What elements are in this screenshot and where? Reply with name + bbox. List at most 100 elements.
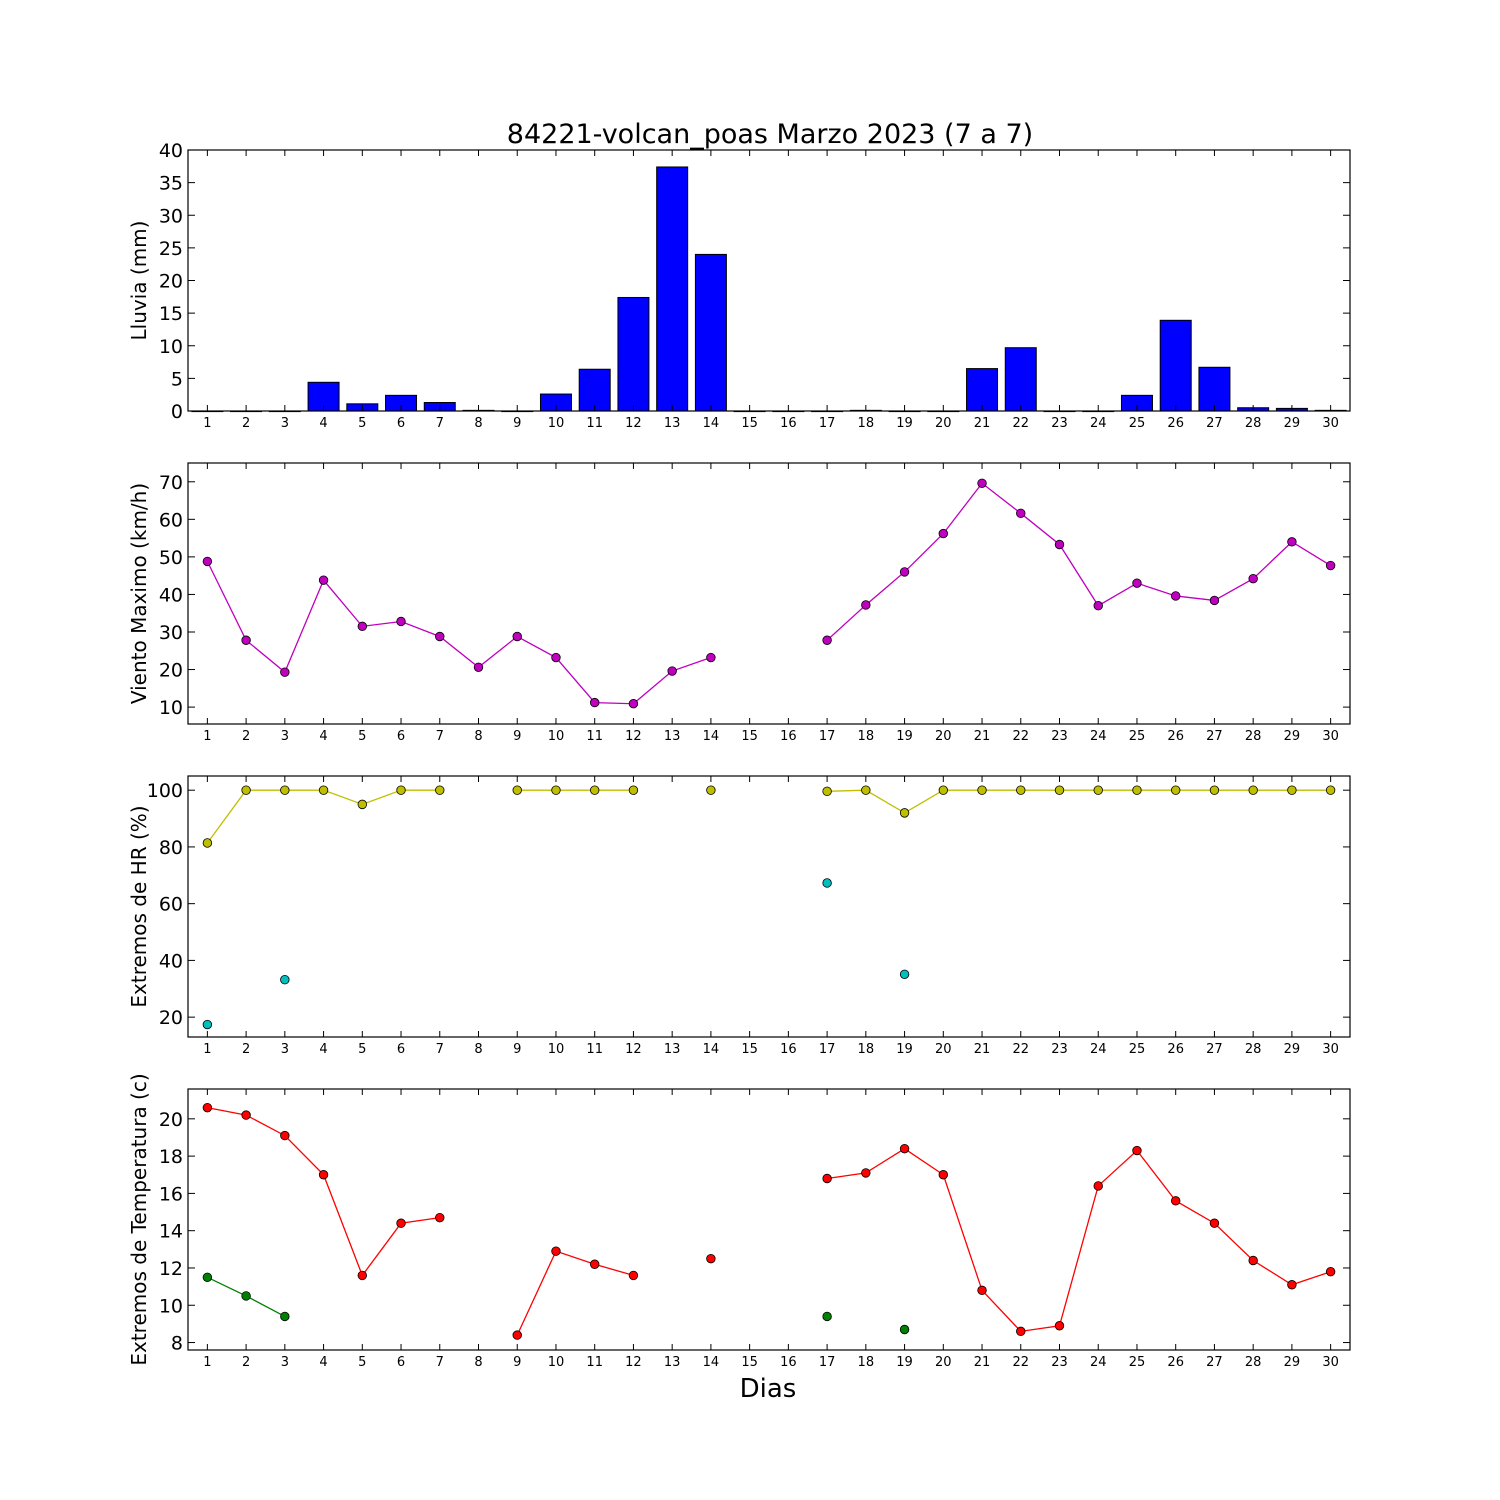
x-tick-label: 3	[281, 729, 289, 744]
x-tick-label: 3	[281, 1042, 289, 1057]
x-tick-label: 27	[1206, 1042, 1223, 1057]
series-1-point-day-17	[822, 786, 832, 797]
series-1-point-day-8	[473, 662, 484, 672]
y-tick-label: 40	[159, 950, 183, 972]
series-1-point-day-29	[1287, 1280, 1297, 1290]
series-1-point-day-20	[938, 785, 949, 795]
x-tick-label: 11	[586, 1042, 603, 1057]
y-tick-label: 30	[159, 205, 183, 227]
x-tick-label: 13	[664, 1355, 681, 1370]
series-1-point-day-28	[1248, 785, 1258, 795]
y-tick-label: 20	[159, 1109, 183, 1131]
plot-frame	[187, 462, 1351, 725]
x-tick-label: 4	[319, 729, 327, 744]
y-tick-label: 35	[159, 173, 183, 195]
x-tick-label: 24	[1090, 729, 1107, 744]
series-1-point-day-11	[590, 785, 600, 795]
series-1-point-day-10	[551, 652, 561, 663]
series-1-point-day-1	[202, 838, 213, 848]
x-tick-label: 17	[819, 416, 836, 431]
y-tick-label: 30	[159, 622, 183, 644]
y-tick-label: 8	[171, 1333, 183, 1355]
x-tick-label: 25	[1129, 416, 1146, 431]
series-1-point-day-11	[590, 697, 600, 708]
y-tick-label: 15	[159, 303, 183, 325]
x-tick-label: 6	[397, 1042, 405, 1057]
x-tick-label: 14	[703, 1042, 720, 1057]
bar-day-12	[617, 296, 650, 412]
x-tick-label: 25	[1129, 1042, 1146, 1057]
series-1-point-day-28	[1248, 573, 1258, 584]
series-2-point-day-17	[822, 1311, 832, 1322]
series-1-point-day-5	[357, 799, 368, 810]
series-1-point-day-3	[280, 785, 290, 795]
x-tick-label: 18	[858, 729, 875, 744]
x-tick-label: 9	[513, 729, 521, 744]
x-tick-label: 28	[1245, 1042, 1262, 1057]
x-tick-label: 30	[1322, 416, 1339, 431]
x-tick-label: 26	[1167, 1355, 1184, 1370]
x-tick-label: 16	[780, 1355, 797, 1370]
x-tick-label: 5	[358, 1355, 366, 1370]
y-tick-label: 40	[159, 140, 183, 162]
x-tick-label: 29	[1284, 416, 1301, 431]
y-tick-label: 80	[159, 837, 183, 859]
x-tick-label: 1	[203, 1042, 211, 1057]
series-1-point-day-22	[1016, 785, 1026, 795]
x-tick-label: 1	[203, 729, 211, 744]
x-tick-label: 18	[858, 1355, 875, 1370]
x-tick-label: 19	[896, 1042, 913, 1057]
series-1-point-day-6	[396, 616, 406, 627]
series-1-point-day-4	[318, 785, 329, 795]
x-tick-label: 20	[935, 729, 952, 744]
x-tick-label: 26	[1167, 416, 1184, 431]
y-tick-label: 60	[159, 509, 183, 531]
series-1-point-day-26	[1170, 1196, 1181, 1206]
series-1-point-day-12	[628, 785, 639, 795]
x-tick-label: 7	[436, 1042, 444, 1057]
y-tick-label: 60	[159, 894, 183, 916]
series-2-point-day-1	[202, 1019, 213, 1030]
bar-day-13	[656, 166, 689, 412]
series-1-point-day-14	[706, 1253, 716, 1264]
x-tick-label: 6	[397, 416, 405, 431]
y-tick-label: 5	[171, 368, 183, 390]
series-1-point-day-12	[628, 1270, 639, 1281]
x-tick-label: 10	[548, 1355, 565, 1370]
bar-day-14	[694, 253, 727, 412]
x-tick-label: 23	[1051, 729, 1068, 744]
x-tick-label: 26	[1167, 1042, 1184, 1057]
x-tick-label: 12	[625, 729, 642, 744]
y-tick-label: 70	[159, 472, 183, 494]
series-1-point-day-28	[1248, 1255, 1258, 1266]
x-tick-label: 11	[586, 1355, 603, 1370]
series-1-point-day-2	[241, 785, 251, 795]
series-1-point-day-26	[1170, 591, 1181, 601]
bar-day-11	[578, 368, 611, 412]
x-tick-label: 10	[548, 729, 565, 744]
x-tick-label: 16	[780, 1042, 797, 1057]
series-1-point-day-27	[1209, 785, 1220, 795]
x-tick-label: 23	[1051, 1042, 1068, 1057]
series-1-point-day-10	[551, 785, 561, 795]
series-1-point-day-17	[822, 1173, 832, 1184]
series-1-line-segment-2	[516, 1250, 634, 1336]
y-tick-label: 10	[159, 697, 183, 719]
series-1-point-day-21	[977, 785, 987, 795]
series-1-point-day-24	[1093, 1181, 1103, 1191]
x-tick-label: 17	[819, 1042, 836, 1057]
series-1-point-day-4	[318, 575, 329, 585]
x-tick-label: 10	[548, 1042, 565, 1057]
bar-day-26	[1159, 319, 1192, 412]
x-tick-label: 3	[281, 416, 289, 431]
x-tick-label: 21	[974, 1042, 991, 1057]
y-axis-label: Viento Maximo (km/h)	[127, 483, 151, 704]
x-tick-label: 9	[513, 416, 521, 431]
series-1-point-day-2	[241, 635, 251, 645]
series-2-point-day-19	[899, 1324, 910, 1335]
x-tick-label: 8	[474, 416, 482, 431]
series-1-point-day-12	[628, 699, 639, 709]
series-1-point-day-19	[899, 1143, 910, 1154]
